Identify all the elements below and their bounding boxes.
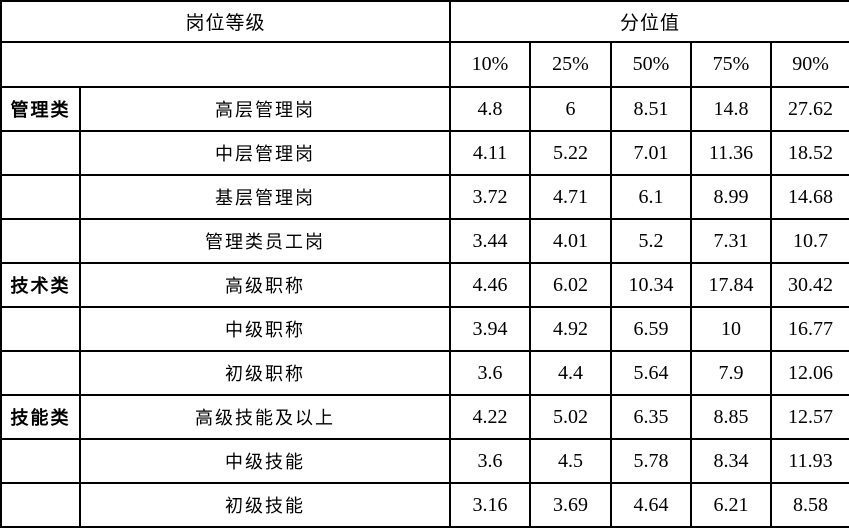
table-row: 中层管理岗 4.11 5.22 7.01 11.36 18.52: [0, 130, 849, 176]
value-cell: 10: [690, 306, 773, 352]
value-cell: 4.01: [529, 218, 613, 264]
table-row: 技术类 高级职称 4.46 6.02 10.34 17.84 30.42: [0, 262, 849, 308]
value-cell: 7.01: [610, 130, 693, 176]
value-cell: 8.58: [770, 482, 849, 528]
value-cell: 4.5: [529, 438, 613, 484]
value-cell: 7.9: [690, 350, 773, 396]
value-cell: 5.22: [529, 130, 613, 176]
value-cell: 3.94: [449, 306, 532, 352]
value-cell: 8.85: [690, 394, 773, 440]
category-cell: 管理类: [0, 86, 81, 132]
value-cell: 3.72: [449, 174, 532, 220]
table-row: 技能类 高级技能及以上 4.22 5.02 6.35 8.85 12.57: [0, 394, 849, 440]
value-cell: 6: [529, 86, 613, 132]
row-label-cell: 初级技能: [78, 482, 452, 528]
header-percentile: 分位值: [449, 0, 849, 43]
value-cell: 14.68: [770, 174, 849, 220]
value-cell: 5.78: [610, 438, 693, 484]
value-cell: 4.8: [449, 86, 532, 132]
value-cell: 4.46: [449, 262, 532, 308]
value-cell: 4.64: [610, 482, 693, 528]
value-cell: 4.22: [449, 394, 532, 440]
value-cell: 8.34: [690, 438, 773, 484]
percentile-column-header: 10%: [449, 41, 532, 88]
value-cell: 3.16: [449, 482, 532, 528]
table-row: 管理类 高层管理岗 4.8 6 8.51 14.8 27.62: [0, 86, 849, 132]
value-cell: 27.62: [770, 86, 849, 132]
row-label-cell: 中层管理岗: [78, 130, 452, 176]
value-cell: 4.11: [449, 130, 532, 176]
value-cell: 12.06: [770, 350, 849, 396]
value-cell: 18.52: [770, 130, 849, 176]
value-cell: 11.36: [690, 130, 773, 176]
category-cell: 技能类: [0, 394, 81, 440]
value-cell: 3.44: [449, 218, 532, 264]
value-cell: 3.6: [449, 438, 532, 484]
value-cell: 4.92: [529, 306, 613, 352]
percentile-column-header: 50%: [610, 41, 693, 88]
category-spacer-cell: [0, 218, 81, 264]
value-cell: 14.8: [690, 86, 773, 132]
table-row: 初级技能 3.16 3.69 4.64 6.21 8.58: [0, 482, 849, 528]
value-cell: 7.31: [690, 218, 773, 264]
value-cell: 3.69: [529, 482, 613, 528]
percentile-column-header: 90%: [770, 41, 849, 88]
value-cell: 10.7: [770, 218, 849, 264]
table-body: 管理类 高层管理岗 4.8 6 8.51 14.8 27.62 中层管理岗 4.11 5.22 7.…: [0, 86, 849, 528]
table-row: 初级职称 3.6 4.4 5.64 7.9 12.06: [0, 350, 849, 396]
value-cell: 8.51: [610, 86, 693, 132]
row-label-cell: 高层管理岗: [78, 86, 452, 132]
row-label-cell: 中级职称: [78, 306, 452, 352]
table-row: 中级技能 3.6 4.5 5.78 8.34 11.93: [0, 438, 849, 484]
header-position-level: 岗位等级: [0, 0, 452, 43]
value-cell: 3.6: [449, 350, 532, 396]
value-cell: 6.1: [610, 174, 693, 220]
table-header-row-2: 10% 25% 50% 75% 90%: [0, 41, 849, 88]
table-row: 基层管理岗 3.72 4.71 6.1 8.99 14.68: [0, 174, 849, 220]
value-cell: 16.77: [770, 306, 849, 352]
value-cell: 12.57: [770, 394, 849, 440]
category-spacer-cell: [0, 482, 81, 528]
row-label-cell: 高级职称: [78, 262, 452, 308]
value-cell: 5.2: [610, 218, 693, 264]
value-cell: 30.42: [770, 262, 849, 308]
header-empty-cell: [0, 41, 452, 88]
row-label-cell: 管理类员工岗: [78, 218, 452, 264]
value-cell: 11.93: [770, 438, 849, 484]
value-cell: 8.99: [690, 174, 773, 220]
row-label-cell: 中级技能: [78, 438, 452, 484]
value-cell: 6.59: [610, 306, 693, 352]
percentile-column-header: 25%: [529, 41, 613, 88]
value-cell: 6.21: [690, 482, 773, 528]
category-spacer-cell: [0, 438, 81, 484]
category-spacer-cell: [0, 174, 81, 220]
category-spacer-cell: [0, 350, 81, 396]
category-spacer-cell: [0, 306, 81, 352]
row-label-cell: 初级职称: [78, 350, 452, 396]
value-cell: 17.84: [690, 262, 773, 308]
category-cell: 技术类: [0, 262, 81, 308]
row-label-cell: 高级技能及以上: [78, 394, 452, 440]
table-row: 管理类员工岗 3.44 4.01 5.2 7.31 10.7: [0, 218, 849, 264]
category-spacer-cell: [0, 130, 81, 176]
value-cell: 6.02: [529, 262, 613, 308]
value-cell: 5.02: [529, 394, 613, 440]
value-cell: 4.71: [529, 174, 613, 220]
value-cell: 6.35: [610, 394, 693, 440]
percentile-column-header: 75%: [690, 41, 773, 88]
table-row: 中级职称 3.94 4.92 6.59 10 16.77: [0, 306, 849, 352]
row-label-cell: 基层管理岗: [78, 174, 452, 220]
table-header-row-1: 岗位等级 分位值: [0, 0, 849, 43]
value-cell: 10.34: [610, 262, 693, 308]
value-cell: 4.4: [529, 350, 613, 396]
value-cell: 5.64: [610, 350, 693, 396]
